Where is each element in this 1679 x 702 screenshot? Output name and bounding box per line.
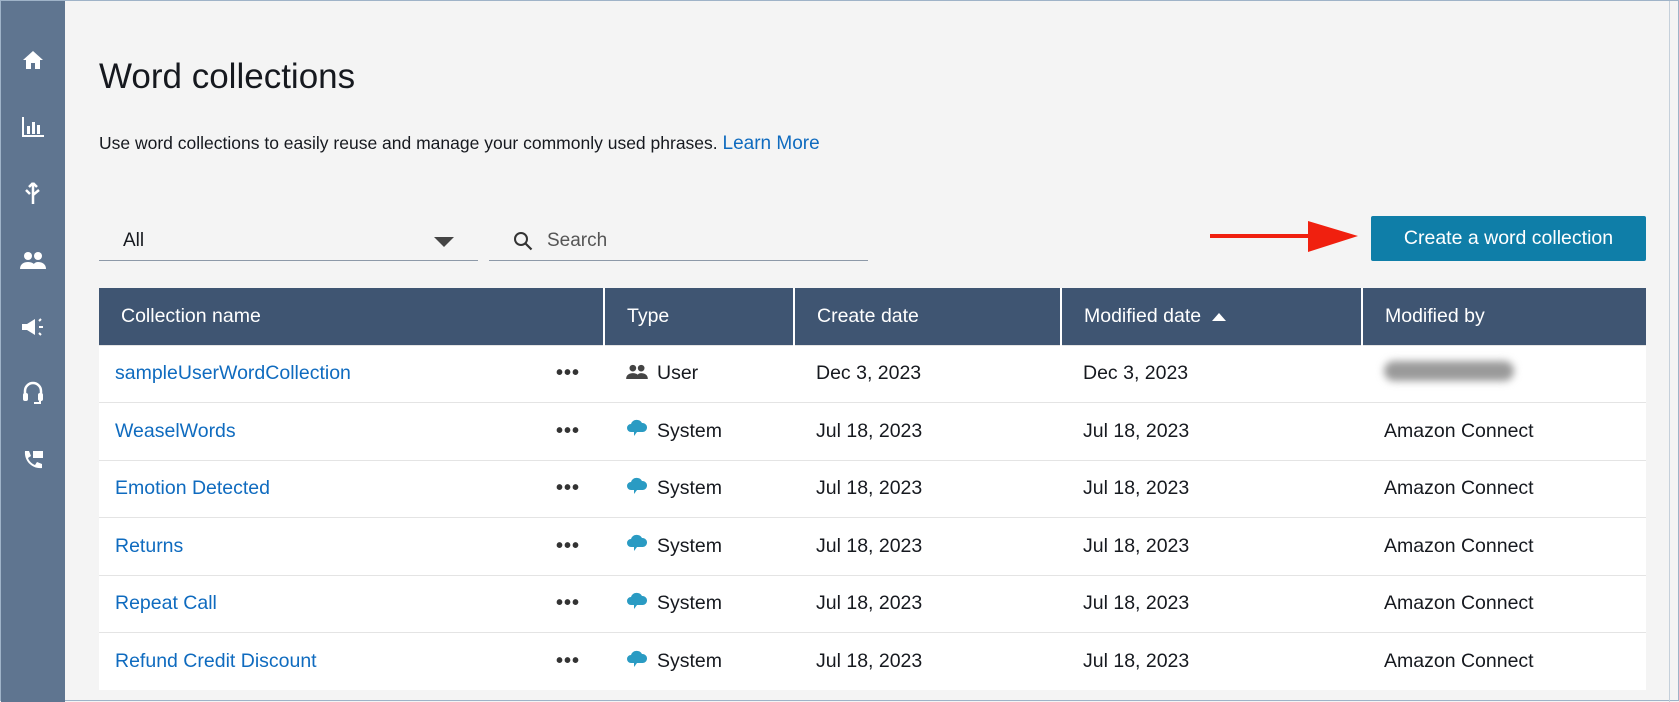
type-label: User (657, 362, 699, 385)
more-actions-icon[interactable]: ••• (555, 477, 580, 500)
collection-name-cell: Refund Credit Discount ••• (99, 632, 604, 690)
modified-date-cell: Jul 18, 2023 (1061, 517, 1362, 575)
cloud-icon (626, 650, 648, 674)
column-header-collection-name[interactable]: Collection name (99, 288, 604, 345)
annotation-arrow (1210, 221, 1358, 252)
users-icon (626, 362, 648, 385)
headset-icon[interactable] (17, 377, 49, 409)
page-description: Use word collections to easily reuse and… (99, 133, 820, 155)
more-actions-icon[interactable]: ••• (555, 592, 580, 615)
create-date-cell: Dec 3, 2023 (794, 344, 1061, 403)
type-cell: System (604, 632, 794, 690)
modified-by-cell: Amazon Connect (1362, 574, 1646, 633)
search-icon (514, 231, 533, 250)
description-text: Use word collections to easily reuse and… (99, 133, 718, 153)
type-cell: System (604, 459, 794, 518)
page-title: Word collections (99, 57, 356, 96)
modified-by-cell: Amazon Connect (1362, 402, 1646, 460)
more-actions-icon[interactable]: ••• (555, 362, 580, 385)
more-actions-icon[interactable]: ••• (555, 534, 580, 557)
learn-more-link[interactable]: Learn More (722, 133, 820, 154)
modified-by-cell: Amazon Connect (1362, 459, 1646, 518)
modified-date-cell: Jul 18, 2023 (1061, 632, 1362, 690)
collection-name-link[interactable]: Refund Credit Discount (115, 650, 317, 672)
modified-date-cell: Dec 3, 2023 (1061, 344, 1362, 403)
filter-value: All (123, 229, 145, 251)
modified-by-value: Amazon Connect (1384, 534, 1534, 557)
bar-chart-icon[interactable] (17, 111, 49, 143)
table-row: Refund Credit Discount ••• System Jul 18,… (99, 632, 1646, 690)
search-input[interactable] (547, 229, 847, 252)
type-cell: System (604, 402, 794, 460)
caret-down-icon (434, 237, 454, 247)
type-label: System (657, 650, 723, 672)
more-actions-icon[interactable]: ••• (555, 419, 580, 442)
megaphone-icon[interactable] (17, 311, 49, 343)
collection-name-link[interactable]: Emotion Detected (115, 477, 271, 500)
type-label: System (657, 419, 723, 442)
modified-date-label: Modified date (1084, 304, 1202, 327)
sort-ascending-icon (1211, 312, 1226, 321)
table-row: Repeat Call ••• System Jul 18, 2023 Jul 1… (99, 574, 1646, 633)
word-collections-table: Collection name Type Create date Modifie… (99, 288, 1646, 690)
cloud-icon (626, 477, 648, 501)
cloud-icon (626, 534, 648, 558)
routing-icon[interactable] (17, 177, 49, 209)
cloud-icon (626, 419, 648, 443)
column-header-modified-date[interactable]: Modified date (1060, 288, 1362, 345)
type-filter-select[interactable]: All (99, 221, 478, 261)
type-label: System (657, 534, 723, 557)
modified-by-cell: Amazon Connect (1362, 632, 1646, 690)
column-header-modified-by[interactable]: Modified by (1361, 288, 1646, 345)
modified-by-value: Amazon Connect (1384, 592, 1534, 615)
table-row: Returns ••• System Jul 18, 2023 Jul 18, 2… (99, 517, 1646, 575)
collection-name-link[interactable]: Returns (115, 534, 184, 557)
more-actions-icon[interactable]: ••• (555, 650, 580, 672)
type-label: System (657, 477, 723, 500)
frame-border (1669, 1, 1670, 702)
modified-date-cell: Jul 18, 2023 (1061, 574, 1362, 633)
home-icon[interactable] (17, 44, 49, 76)
modified-by-cell (1362, 344, 1646, 403)
collection-name-link[interactable]: WeaselWords (115, 419, 236, 442)
collection-name-cell: sampleUserWordCollection ••• (99, 344, 604, 403)
phone-transfer-icon[interactable] (17, 444, 49, 476)
column-header-type[interactable]: Type (603, 288, 794, 345)
collection-name-cell: Returns ••• (99, 517, 604, 575)
modified-by-value: Amazon Connect (1384, 477, 1534, 500)
modified-by-value: Amazon Connect (1384, 650, 1534, 672)
users-icon[interactable] (17, 244, 49, 276)
create-word-collection-button[interactable]: Create a word collection (1371, 216, 1646, 261)
collection-name-cell: WeaselWords ••• (99, 402, 604, 460)
modified-by-cell: Amazon Connect (1362, 517, 1646, 575)
create-date-cell: Jul 18, 2023 (794, 402, 1061, 460)
collection-name-link[interactable]: sampleUserWordCollection (115, 362, 351, 385)
sidebar (1, 1, 65, 702)
type-cell: System (604, 574, 794, 633)
type-cell: System (604, 517, 794, 575)
type-cell: User (604, 344, 794, 403)
create-date-cell: Jul 18, 2023 (794, 632, 1061, 690)
create-date-cell: Jul 18, 2023 (794, 574, 1061, 633)
column-header-create-date[interactable]: Create date (793, 288, 1061, 345)
table-row: sampleUserWordCollection ••• User Dec 3, … (99, 344, 1646, 403)
modified-by-value: Amazon Connect (1384, 419, 1534, 442)
create-date-cell: Jul 18, 2023 (794, 459, 1061, 518)
redacted-value (1384, 360, 1514, 381)
create-date-cell: Jul 18, 2023 (794, 517, 1061, 575)
collection-name-link[interactable]: Repeat Call (115, 592, 217, 615)
collection-name-cell: Repeat Call ••• (99, 574, 604, 633)
type-label: System (657, 592, 723, 615)
modified-date-cell: Jul 18, 2023 (1061, 402, 1362, 460)
table-row: WeaselWords ••• System Jul 18, 2023 Jul 1… (99, 402, 1646, 460)
collection-name-cell: Emotion Detected ••• (99, 459, 604, 518)
modified-date-cell: Jul 18, 2023 (1061, 459, 1362, 518)
table-row: Emotion Detected ••• System Jul 18, 2023 … (99, 459, 1646, 518)
search-field[interactable] (489, 221, 868, 261)
cloud-icon (626, 592, 648, 616)
